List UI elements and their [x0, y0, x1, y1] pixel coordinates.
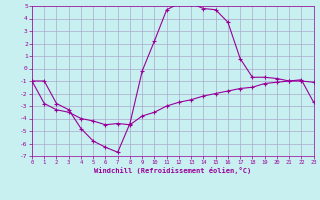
X-axis label: Windchill (Refroidissement éolien,°C): Windchill (Refroidissement éolien,°C) — [94, 167, 252, 174]
